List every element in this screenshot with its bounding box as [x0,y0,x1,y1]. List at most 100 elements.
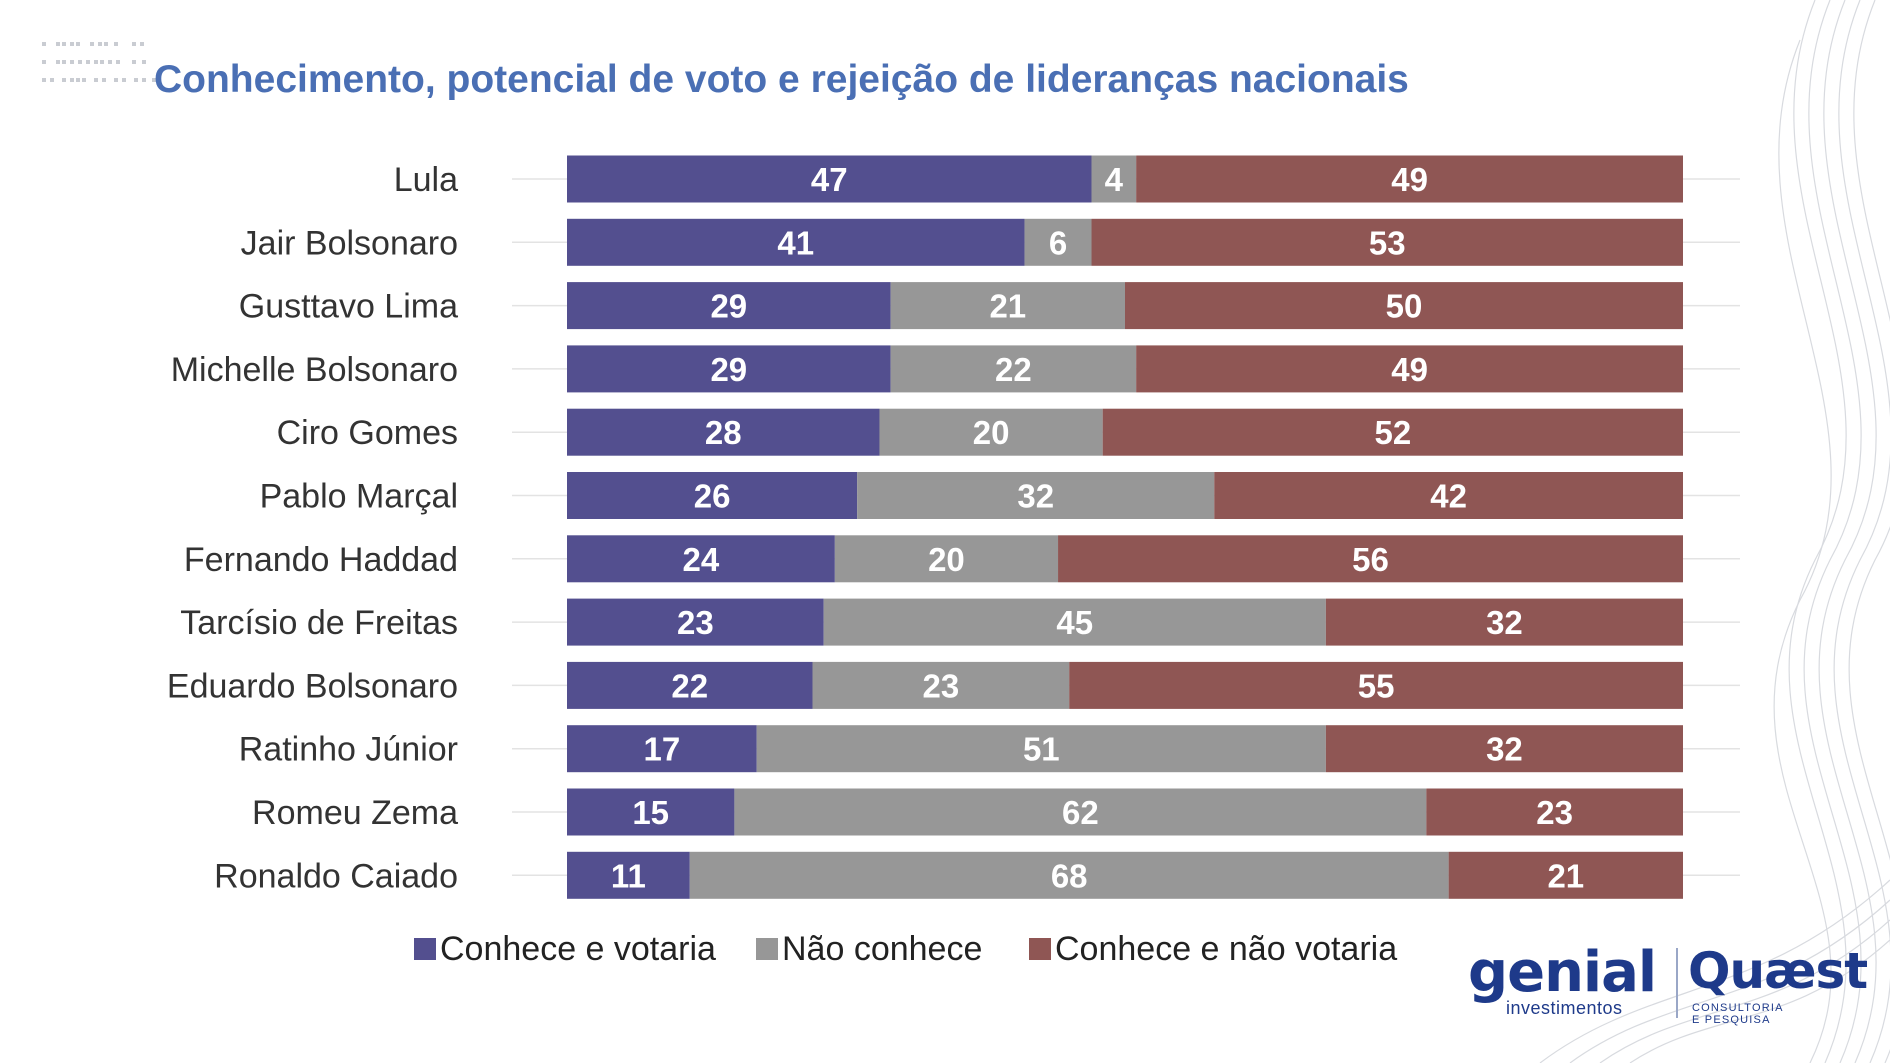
bar-segment [1058,535,1683,583]
bar-segment [1125,282,1683,330]
decoration-dot [142,78,146,82]
data-label: 50 [1386,288,1423,325]
bar-segment [1091,218,1683,266]
decoration-dot [140,42,144,46]
data-label: 32 [1486,731,1523,768]
decoration-dot [94,60,98,64]
decoration-dot [122,78,126,82]
bar-segment [890,282,1125,330]
decoration-dot [62,78,66,82]
decoration-dot [76,78,80,82]
legend-item-votaria: Conhece e votaria [414,929,716,969]
quaest-logo-subtitle: CONSULTORIA E PESQUISA [1692,1002,1784,1026]
bar-segment [1325,725,1683,773]
decoration-dot [98,42,102,46]
data-label: 20 [928,541,965,578]
decoration-dot [62,42,66,46]
bar-segment [1102,408,1683,456]
decoration-dot [82,78,86,82]
decoration-dot [134,78,138,82]
bar-segment [567,851,690,899]
bar-segment [890,345,1137,393]
data-label: 17 [644,731,681,768]
decoration-dot [56,42,60,46]
data-label: 6 [1049,224,1067,261]
decoration-dot [94,78,98,82]
bar-segment [1214,472,1683,519]
bar-segment [823,598,1326,646]
decoration-dot [108,60,112,64]
data-label: 32 [1017,478,1054,515]
bar-segment [879,408,1103,456]
bar-segment [567,661,813,709]
bar-segment [567,725,757,773]
data-label: 56 [1352,541,1389,578]
data-label: 68 [1051,857,1088,894]
bar-segment [1136,155,1683,203]
bar-segment [567,345,891,393]
decoration-dot [42,60,46,64]
data-label: 42 [1430,478,1467,515]
bar-segment [1136,345,1683,393]
bar-segment [567,282,891,330]
legend-swatch-nao-votaria [1029,938,1051,960]
category-label: Gusttavo Lima [239,288,458,326]
data-label: 32 [1486,604,1523,641]
decoration-dot [132,60,136,64]
bar-segment [812,661,1070,709]
legend-label-nao-conhece: Não conhece [782,929,983,968]
bar-segment [1448,851,1683,899]
category-label: Ciro Gomes [277,414,458,452]
data-label: 55 [1358,667,1395,704]
genial-logo-subtitle: investimentos [1506,998,1623,1018]
decoration-dot [42,78,46,82]
bar-segment [834,535,1059,583]
decoration-dot [42,42,46,46]
legend-swatch-votaria [414,938,436,960]
bar-segment [857,472,1215,519]
decoration-dot [116,60,120,64]
decoration-dot [86,60,90,64]
data-label: 28 [705,414,742,451]
data-label: 4 [1105,161,1124,198]
data-label: 26 [694,478,731,515]
genial-logo: genial [1468,940,1657,1005]
data-label: 45 [1056,604,1093,641]
bar-segment [689,851,1449,899]
category-label: Eduardo Bolsonaro [167,667,458,705]
bar-segment [567,408,880,456]
data-label: 53 [1369,224,1406,261]
decoration-dot [114,42,118,46]
decoration-dot [104,42,108,46]
legend-item-nao-conhece: Não conhece [756,929,982,969]
category-label: Ronaldo Caiado [214,857,458,895]
decoration-dot [70,42,74,46]
bar-segment [567,218,1025,266]
data-label: 21 [1547,857,1584,894]
data-label: 29 [710,351,747,388]
bar-segment [567,788,735,836]
decoration-dot [102,78,106,82]
quaest-logo: Quæst [1688,942,1868,1000]
decoration-dot [114,78,118,82]
data-label: 41 [777,224,814,261]
legend-label-nao-votaria: Conhece e não votaria [1055,929,1398,968]
legend-label-votaria: Conhece e votaria [440,929,716,968]
data-label: 11 [611,857,646,894]
data-label: 23 [923,667,960,704]
bar-segment [567,598,824,646]
bar-segment [1426,788,1683,836]
data-label: 62 [1062,794,1099,831]
bar-segment [1325,598,1683,646]
category-label: Pablo Marçal [260,478,458,516]
bar-segment [567,472,858,519]
bar-segment [1091,155,1137,203]
logo-separator [1676,948,1678,1018]
decoration-dot [90,42,94,46]
bar-segment [567,155,1092,203]
decoration-dot [50,78,54,82]
category-label: Michelle Bolsonaro [171,351,458,389]
decoration-dot [142,60,146,64]
data-label: 49 [1391,351,1428,388]
